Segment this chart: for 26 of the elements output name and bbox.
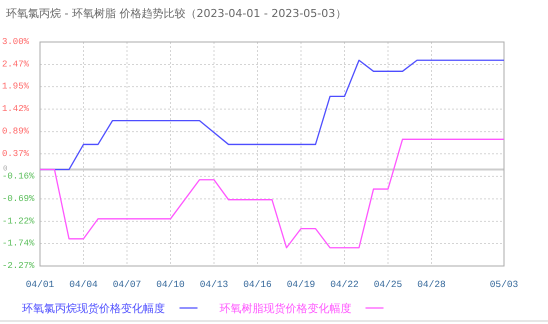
y-tick-label: -0.16% <box>2 171 36 182</box>
y-tick-label: 2.47% <box>2 60 30 70</box>
x-tick-label: 04/28 <box>417 279 446 290</box>
x-tick-label: 04/10 <box>156 279 186 290</box>
line-series <box>39 138 505 248</box>
x-tick-label: 04/25 <box>374 279 403 290</box>
y-tick-label: -1.22% <box>2 216 36 226</box>
x-tick-label: 04/19 <box>286 279 316 290</box>
legend-label: 环氧氯丙烷现货价格变化幅度 <box>22 302 165 315</box>
y-tick-label: 0.89% <box>2 126 30 137</box>
y-tick-label: -1.74% <box>2 238 36 248</box>
x-tick-label: 04/13 <box>200 279 229 290</box>
x-tick-label: 05/03 <box>490 279 519 290</box>
y-tick-label: 3.00% <box>2 37 30 47</box>
x-tick-label: 04/01 <box>26 279 55 290</box>
y-tick-label: 0.37% <box>2 148 30 159</box>
x-tick-label: 04/07 <box>112 279 142 290</box>
x-tick-label: 04/16 <box>243 279 272 290</box>
legend-label: 环氧树脂现货价格变化幅度 <box>220 302 352 315</box>
x-tick-label: 04/22 <box>330 279 360 290</box>
chart-title: 环氧氯丙烷 - 环氧树脂 价格趋势比较（2023-04-01 - 2023-05-03） <box>6 7 346 20</box>
y-tick-label: -0.69% <box>2 194 36 204</box>
y-tick-label: -2.27% <box>2 261 36 271</box>
x-tick-label: 04/04 <box>69 279 98 290</box>
y-tick-label: 1.42% <box>2 104 30 114</box>
y-tick-label: 1.95% <box>2 82 30 92</box>
